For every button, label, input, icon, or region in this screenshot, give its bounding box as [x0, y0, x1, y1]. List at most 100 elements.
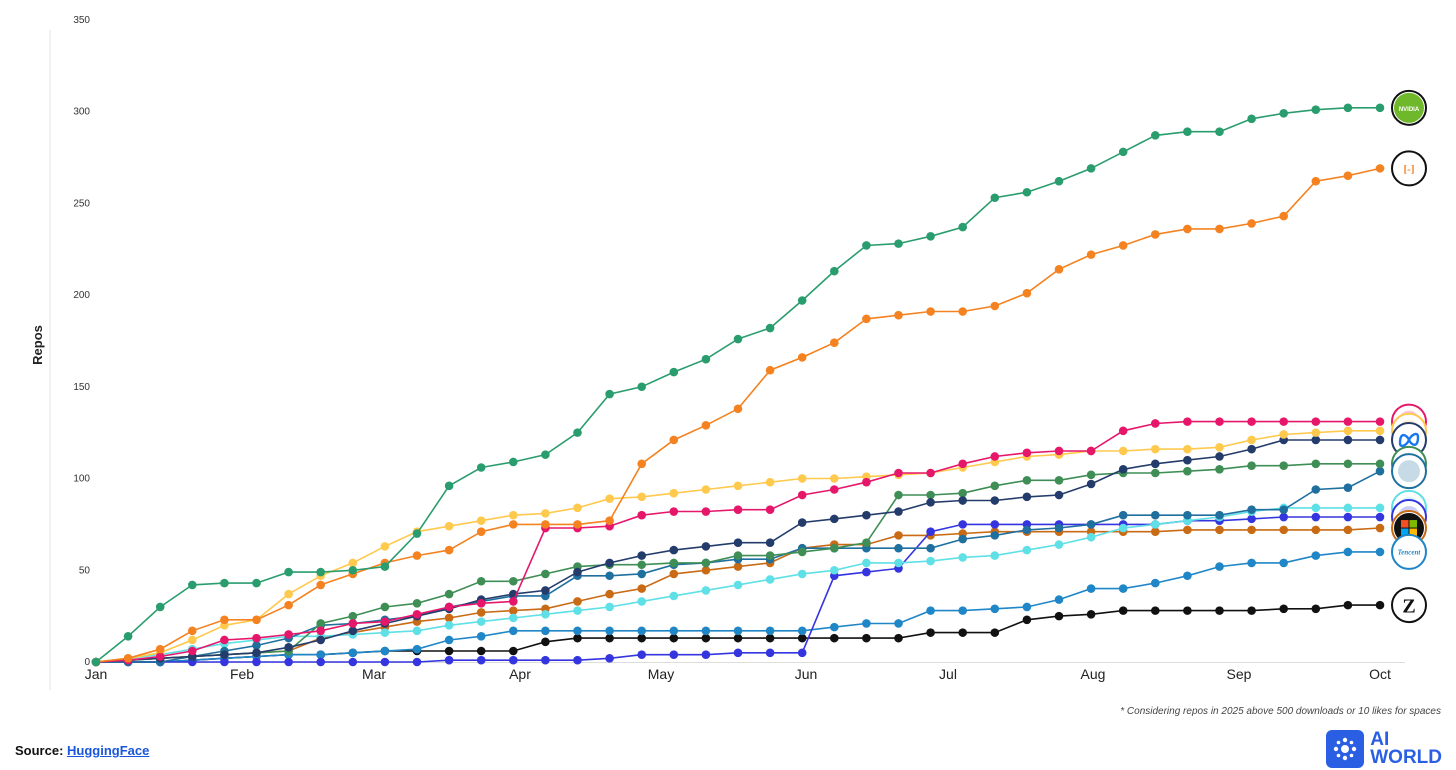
source-link[interactable]: HuggingFace — [67, 743, 150, 758]
data-point — [1375, 503, 1385, 513]
data-point — [1343, 547, 1353, 557]
data-point — [1375, 426, 1385, 436]
data-point — [926, 527, 935, 537]
data-point — [509, 597, 518, 606]
data-point — [220, 657, 229, 667]
data-point — [701, 565, 711, 575]
data-point — [541, 520, 550, 529]
data-point — [894, 543, 903, 553]
data-point — [926, 543, 935, 553]
data-point — [1086, 584, 1096, 593]
data-point — [573, 633, 582, 643]
data-point — [573, 520, 582, 529]
data-point — [252, 657, 261, 667]
data-point — [605, 589, 614, 599]
data-point — [1183, 571, 1192, 581]
data-point — [1247, 514, 1256, 524]
data-point — [669, 507, 679, 516]
data-point — [605, 633, 614, 643]
data-point — [1022, 492, 1032, 502]
data-point — [444, 655, 454, 665]
data-point — [476, 632, 486, 641]
data-point — [541, 609, 550, 619]
data-point — [605, 516, 614, 526]
data-point — [1022, 448, 1032, 458]
data-point — [1375, 600, 1385, 610]
data-point — [701, 354, 711, 364]
data-point — [1215, 510, 1224, 520]
data-point — [1375, 523, 1385, 533]
x-tick-label: Feb — [230, 666, 254, 682]
data-point — [380, 657, 390, 667]
data-point — [765, 538, 775, 548]
y-tick-label: 0 — [84, 657, 90, 668]
data-point — [1054, 611, 1064, 621]
data-point — [284, 589, 293, 599]
data-point — [1375, 417, 1385, 426]
data-point — [252, 633, 261, 643]
data-point — [1118, 241, 1128, 250]
data-point — [1022, 602, 1032, 612]
data-point — [1311, 604, 1321, 614]
data-point — [509, 646, 518, 656]
y-tick-label: 250 — [73, 198, 90, 209]
data-point — [1118, 465, 1128, 474]
data-point — [894, 310, 903, 320]
data-point — [797, 490, 807, 500]
x-tick-label: Aug — [1081, 666, 1106, 682]
data-point — [1311, 512, 1321, 522]
ms-square — [1409, 520, 1417, 528]
teal-circle-logo — [1391, 453, 1427, 490]
data-point — [1343, 459, 1353, 469]
data-point — [188, 635, 197, 645]
series-lines — [91, 103, 1385, 667]
logo-text: [-] — [1404, 163, 1415, 175]
data-point — [509, 613, 518, 623]
data-point — [573, 503, 582, 513]
y-tick-label: 100 — [73, 474, 90, 485]
y-tick-label: 150 — [73, 382, 90, 393]
data-point — [1151, 527, 1160, 537]
zhipu-logo-ring — [1391, 587, 1427, 624]
data-point — [1151, 468, 1160, 478]
data-point — [669, 591, 679, 601]
data-point — [1279, 604, 1288, 614]
data-point — [573, 606, 582, 615]
x-tick-label: May — [648, 666, 674, 682]
data-point — [380, 628, 390, 637]
data-point — [284, 657, 293, 667]
data-point — [155, 644, 165, 654]
data-point — [1151, 510, 1160, 520]
brand-text: AI WORLD — [1370, 729, 1442, 768]
data-point — [1054, 176, 1064, 186]
data-point — [573, 626, 582, 636]
data-point — [669, 488, 679, 498]
data-point — [765, 626, 775, 636]
data-point — [1215, 443, 1224, 452]
x-tick-label: Jan — [85, 666, 108, 682]
data-point — [348, 648, 358, 658]
data-point — [958, 488, 967, 498]
data-point — [1311, 551, 1321, 560]
data-point — [637, 584, 646, 593]
data-point — [412, 551, 422, 560]
data-point — [958, 459, 967, 469]
data-point — [1247, 444, 1256, 454]
data-point — [958, 307, 967, 316]
data-point — [797, 648, 807, 658]
data-point — [155, 602, 165, 612]
data-point — [990, 531, 1000, 540]
data-point — [541, 586, 550, 595]
data-point — [380, 617, 390, 626]
x-tick-label: Jun — [795, 666, 818, 682]
data-point — [380, 562, 390, 571]
brand-logo: AI WORLD — [1326, 730, 1442, 768]
data-point — [476, 598, 486, 608]
data-point — [765, 648, 775, 658]
data-point — [733, 334, 743, 344]
data-point — [701, 586, 711, 595]
data-point — [1022, 476, 1032, 485]
data-point — [476, 608, 486, 617]
data-point — [1022, 288, 1032, 298]
data-point — [1215, 127, 1224, 136]
